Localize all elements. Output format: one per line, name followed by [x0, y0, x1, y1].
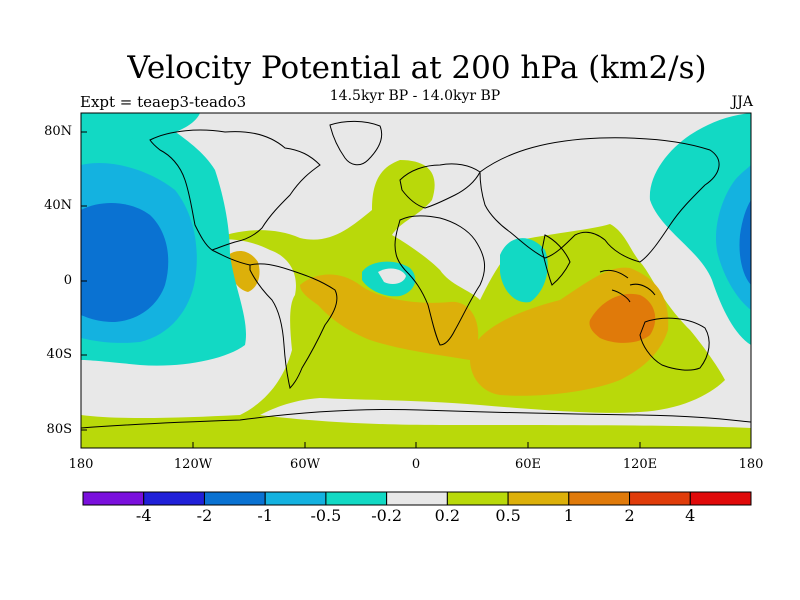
- colorbar-label: -1: [257, 506, 273, 525]
- contour-negative-indian: [500, 238, 548, 303]
- colorbar-swatch: [203, 491, 266, 506]
- colorbar-swatch: [264, 491, 327, 506]
- lon-label-120w: 120W: [173, 457, 213, 472]
- coastline-africa: [394, 215, 486, 346]
- colorbar-label: -4: [135, 506, 152, 525]
- colorbar-label: -0.2: [371, 506, 403, 525]
- colorbar-swatch: [507, 491, 570, 506]
- colorbar-swatch: [325, 491, 388, 506]
- colorbar-label: 0.2: [434, 506, 461, 525]
- season-label: JJA: [731, 94, 753, 110]
- colorbar-swatch: [143, 491, 205, 506]
- lon-label-60e: 60E: [514, 457, 542, 472]
- lon-label-60w: 60W: [290, 457, 320, 472]
- contour-positive-1: [589, 293, 656, 343]
- lat-label-0: 0: [63, 273, 72, 288]
- contour-positive-0.5: [300, 267, 669, 396]
- contour-negative-atlantic-inner: [378, 268, 406, 284]
- contour-negative-0.5-eastpac: [715, 165, 751, 310]
- contour-negative-1-eastpac: [739, 200, 751, 285]
- colorbar-swatch: [82, 491, 145, 506]
- coastline-australia: [639, 317, 710, 371]
- lat-label-80s: 80S: [46, 422, 72, 437]
- lon-label-180e: 180: [738, 457, 764, 472]
- colorbar-label: -0.5: [310, 506, 342, 525]
- coastline-asia: [479, 137, 720, 263]
- coastline-india: [541, 234, 571, 286]
- colorbar-label: 2: [624, 506, 635, 525]
- contour-negative-0.2-eastpac: [649, 113, 751, 345]
- coastline-antarctica: [81, 409, 751, 429]
- lon-label-0: 0: [411, 457, 421, 472]
- colorbar-label: 0.5: [495, 506, 521, 525]
- map-subtitle: 14.5kyr BP - 14.0kyr BP: [329, 88, 501, 104]
- coastline-indonesia: [599, 269, 656, 303]
- coastline-south-america: [249, 263, 338, 389]
- lat-label-40s: 40S: [46, 347, 72, 362]
- colorbar-swatch: [446, 491, 509, 506]
- axis-ticks: [81, 131, 641, 448]
- colorbar-swatch: [689, 491, 752, 506]
- lon-label-180w: 180: [68, 457, 94, 472]
- contour-negative-arctic: [81, 113, 200, 139]
- coastline-greenland: [329, 120, 383, 166]
- coastline-north-america: [149, 129, 321, 251]
- colorbar-label: 1: [563, 506, 574, 525]
- coastline-central-america: [211, 249, 251, 266]
- colorbar-label: -2: [196, 506, 213, 525]
- experiment-label: Expt = teaep3-teado3: [80, 93, 247, 111]
- colorbar-swatch: [568, 491, 631, 506]
- colorbar: [82, 491, 752, 506]
- lat-label-80n: 80N: [44, 124, 72, 139]
- lat-label-40n: 40N: [44, 198, 72, 213]
- colorbar-label: 4: [685, 506, 696, 525]
- contour-negative-1-pacific: [81, 203, 169, 322]
- coastline-europe: [399, 163, 481, 209]
- page-title: Velocity Potential at 200 hPa (km2/s): [127, 50, 707, 86]
- lon-label-120e: 120E: [622, 457, 658, 472]
- colorbar-swatch: [386, 491, 448, 506]
- colorbar-swatch: [629, 491, 691, 506]
- coastlines: [81, 120, 751, 429]
